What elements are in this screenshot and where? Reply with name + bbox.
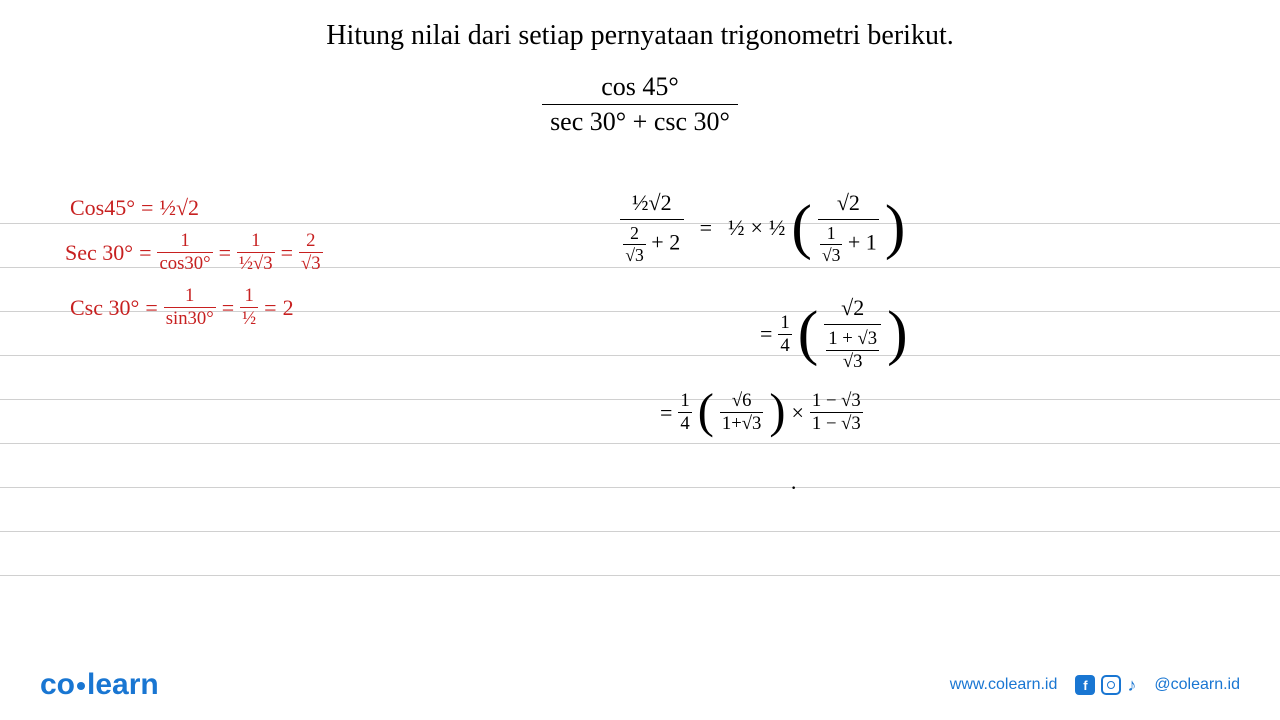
page-container: Hitung nilai dari setiap pernyataan trig… — [0, 0, 1280, 720]
red-work-line2: Sec 30° = 1 cos30° = 1 ½√3 = 2 √3 — [65, 230, 323, 275]
social-icons: f ♪ — [1075, 675, 1136, 696]
brand-logo: colearn — [40, 668, 159, 702]
problem-denominator: sec 30° + csc 30° — [542, 105, 738, 137]
facebook-icon: f — [1075, 675, 1095, 695]
black-work-step2: = 1 4 ( √2 1 + √3 √3 ) — [760, 295, 908, 373]
problem-numerator: cos 45° — [542, 72, 738, 105]
tiktok-icon: ♪ — [1127, 675, 1136, 696]
black-work-step1: ½√2 2 √3 + 2 = ½ × ½ ( √2 1 √3 — [620, 190, 905, 266]
footer-handle: @colearn.id — [1154, 676, 1240, 694]
red-work-line3: Csc 30° = 1 sin30° = 1 ½ = 2 — [70, 285, 294, 330]
instagram-icon — [1101, 675, 1121, 695]
black-work-step3: = 1 4 ( √6 1+√3 ) × 1 − √3 1 − √3 — [660, 390, 863, 435]
problem-expression: cos 45° sec 30° + csc 30° — [0, 72, 1280, 137]
footer-right: www.colearn.id f ♪ @colearn.id — [950, 675, 1240, 696]
footer-url: www.colearn.id — [950, 676, 1058, 694]
footer: colearn www.colearn.id f ♪ @colearn.id — [0, 650, 1280, 720]
black-work-dot: · — [790, 475, 797, 501]
question-title: Hitung nilai dari setiap pernyataan trig… — [0, 0, 1280, 52]
red-work-line1: Cos45° = ½√2 — [70, 195, 199, 221]
